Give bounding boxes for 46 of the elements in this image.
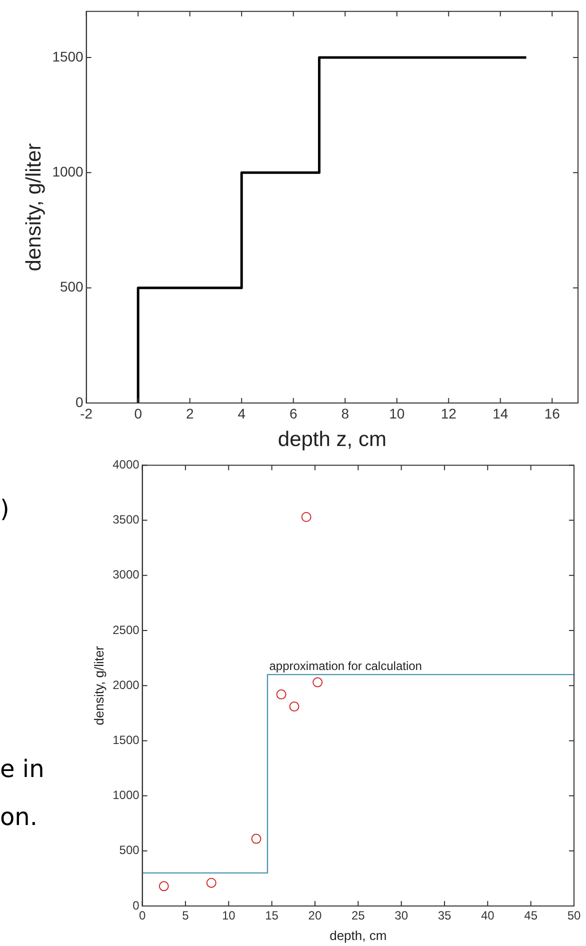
x-tick-label: 12 (440, 405, 457, 422)
text: e in (0, 755, 44, 783)
y-tick-label: 0 (76, 394, 84, 410)
y-tick-label: 3000 (112, 568, 140, 582)
y-tick-label: 1500 (112, 733, 140, 748)
y-tick-label: 0 (132, 898, 140, 912)
y-axis-title: density, g/liter (91, 645, 106, 726)
x-tick-label: 20 (308, 908, 322, 923)
x-tick-label: 25 (351, 908, 366, 923)
x-tick-label: 16 (544, 405, 560, 422)
annotation: approximation for calculation (269, 658, 422, 673)
point (301, 512, 312, 522)
x-tick-label: 40 (480, 908, 495, 923)
x-axis-title: depth, cm (330, 928, 387, 943)
x-tick-label: 45 (524, 908, 538, 923)
x-tick-label: 30 (394, 908, 408, 923)
x-tick-label: 6 (289, 405, 298, 422)
y-tick-label: 500 (60, 278, 84, 295)
y-tick-label: 1000 (52, 164, 84, 180)
y-tick-label: 2500 (112, 622, 140, 637)
y-tick-label: 3500 (112, 512, 140, 527)
x-tick-label: 8 (341, 405, 350, 422)
point (312, 677, 323, 688)
point (206, 878, 216, 888)
x-tick-label: 50 (567, 908, 581, 923)
text: on. (0, 803, 38, 831)
x-tick-label: 4 (238, 405, 246, 422)
point (276, 689, 286, 700)
x-tick-label: 35 (438, 908, 452, 923)
x-axis-title: depth z, cm (278, 428, 386, 452)
x-tick-label: 10 (222, 908, 236, 923)
y-tick-label: 1000 (112, 788, 140, 802)
x-tick-label: 2 (186, 405, 194, 422)
x-tick-label: 10 (389, 405, 405, 422)
x-tick-label: 15 (265, 908, 279, 923)
x-tick-label: 5 (182, 908, 190, 923)
point (158, 881, 169, 892)
y-tick-label: 4000 (112, 458, 140, 472)
y-tick-label: 1500 (52, 48, 84, 64)
y-axis-title: density, g/liter (22, 143, 46, 272)
y-tick-label: 2000 (112, 678, 140, 692)
text: ) (0, 495, 10, 523)
point (289, 702, 300, 712)
y-tick-label: 500 (119, 843, 140, 858)
x-tick-label: 14 (492, 405, 508, 422)
point (251, 834, 262, 844)
